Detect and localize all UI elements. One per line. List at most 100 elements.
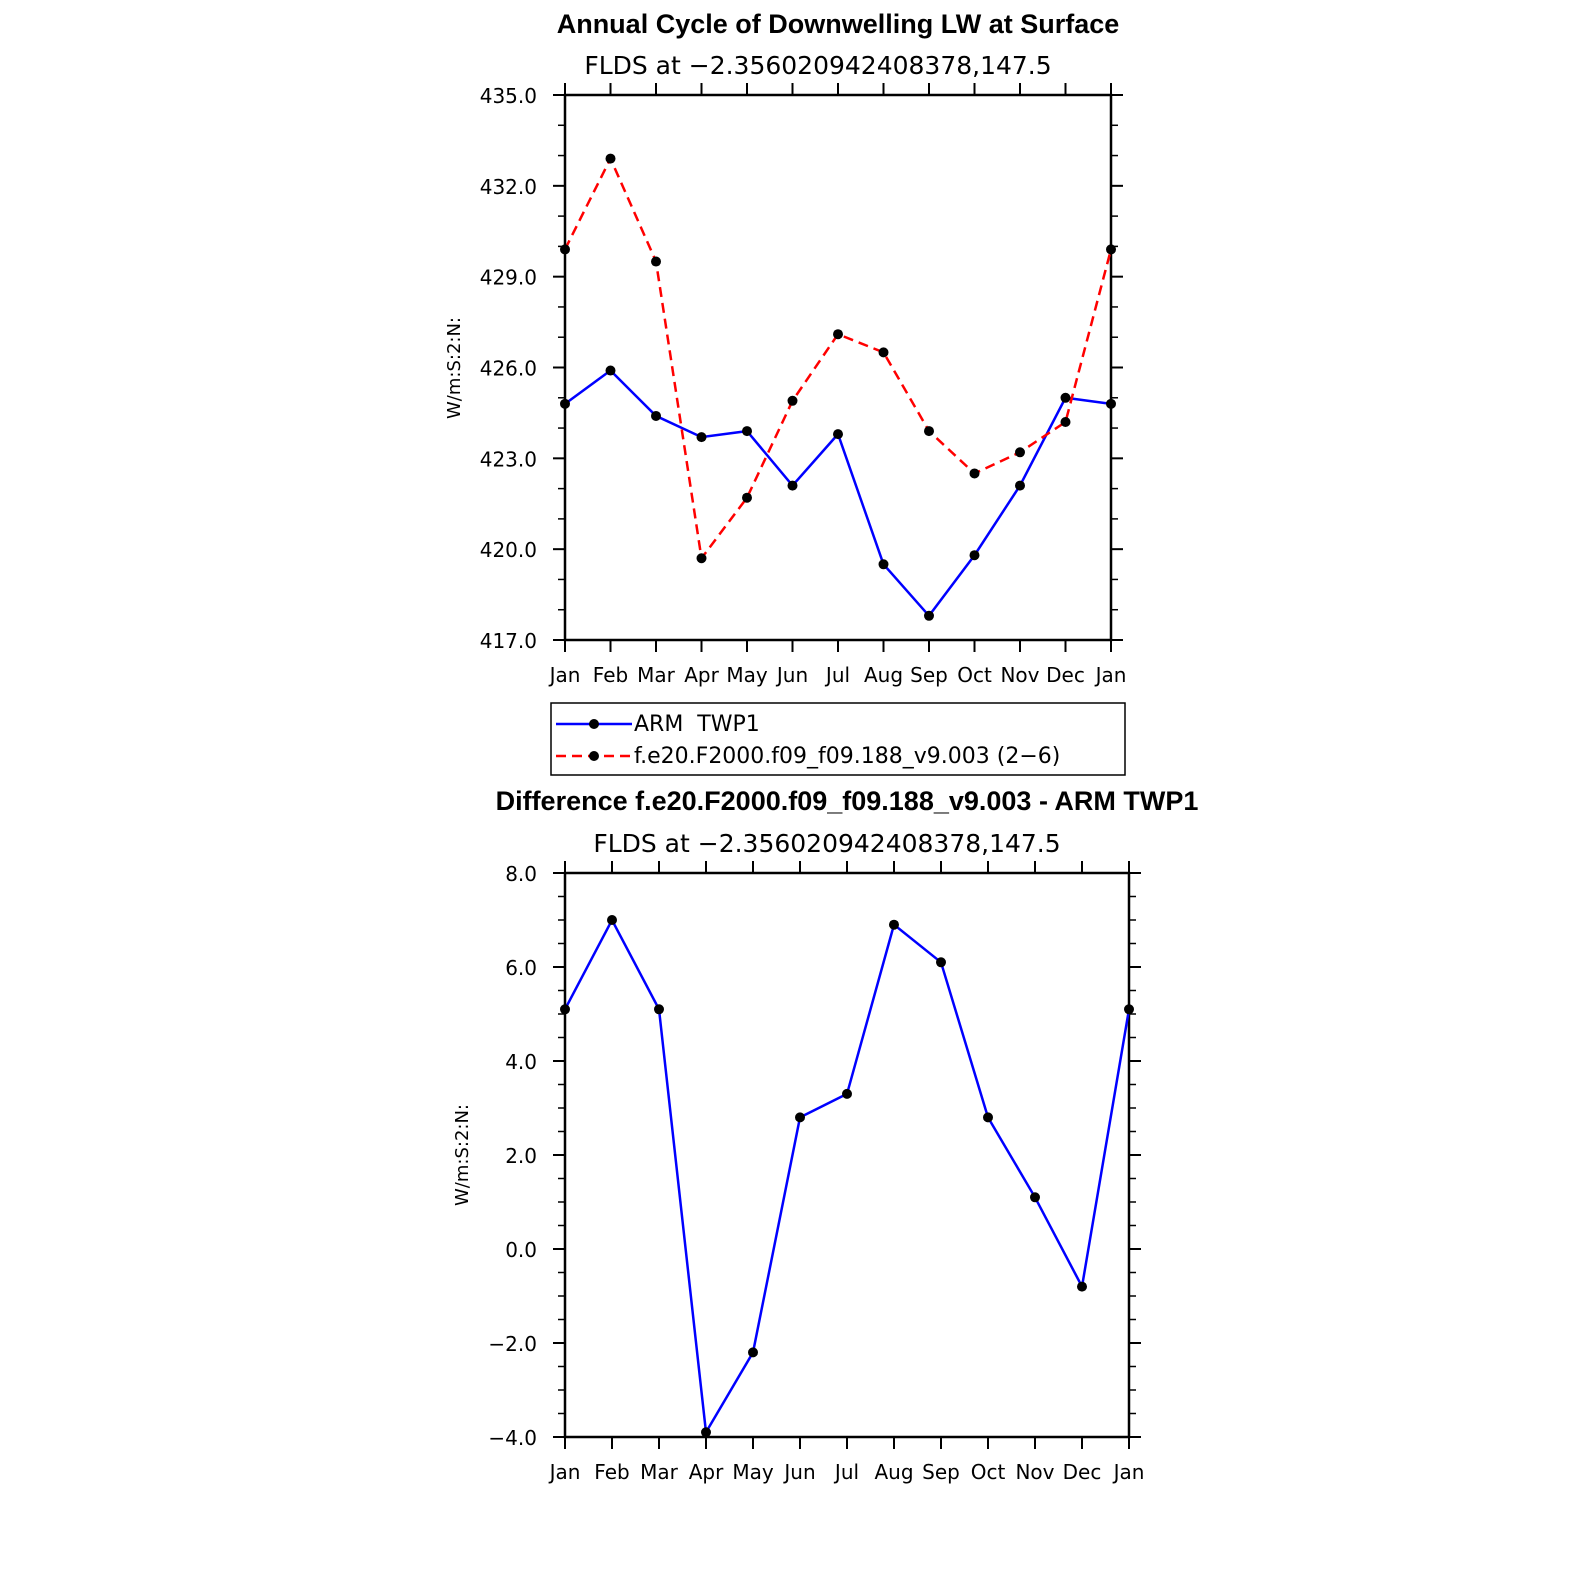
chart2-ytick-label: 2.0 bbox=[505, 1144, 537, 1168]
chart2-series bbox=[560, 915, 1134, 1438]
chart1-series-0-point bbox=[696, 432, 707, 443]
chart1-title: Annual Cycle of Downwelling LW at Surfac… bbox=[557, 9, 1120, 39]
chart2-xtick-label: Aug bbox=[874, 1460, 913, 1484]
chart2-xtick-label: Dec bbox=[1063, 1460, 1102, 1484]
chart1-series-0-point bbox=[787, 480, 798, 491]
chart1-xtick-label: Feb bbox=[593, 663, 628, 687]
chart1-xtick-label: Oct bbox=[957, 663, 992, 687]
chart1-series-0-point bbox=[742, 426, 752, 437]
chart2-series-0-point bbox=[936, 957, 946, 968]
chart1-xtick-label: Sep bbox=[910, 663, 948, 687]
chart-difference: Difference f.e20.F2000.f09_f09.188_v9.00… bbox=[452, 786, 1198, 1484]
chart1-series-0-point bbox=[605, 365, 616, 376]
chart2-xtick-label: May bbox=[732, 1460, 774, 1484]
chart1-xtick-label: Jan bbox=[1094, 663, 1127, 687]
chart1-series-1-point bbox=[1060, 417, 1071, 427]
chart2-ytick-label: 6.0 bbox=[505, 956, 537, 980]
chart1-series-1-point bbox=[742, 492, 752, 503]
chart1-ytick-label: 429.0 bbox=[480, 266, 537, 290]
chart2-xtick-label: Feb bbox=[594, 1460, 629, 1484]
chart2-ytick-label: 4.0 bbox=[505, 1050, 537, 1074]
chart2-series-0-point bbox=[1030, 1192, 1040, 1203]
chart1-series-0-point bbox=[560, 398, 570, 409]
chart1-series-1-point bbox=[833, 329, 843, 340]
chart1-ytick-label: 423.0 bbox=[480, 447, 537, 471]
chart1-series-0-point bbox=[1060, 392, 1071, 403]
chart1-xtick-label: Dec bbox=[1046, 663, 1085, 687]
chart1-axes: Jan Feb Mar Apr May Jun Jul Aug Sep Oct Nov Dec Jan 4… bbox=[480, 83, 1127, 687]
chart1-xtick-label: May bbox=[726, 663, 768, 687]
chart1-xtick-label: Jun bbox=[775, 663, 808, 687]
chart1-xtick-label: Nov bbox=[1000, 663, 1039, 687]
chart2-subtitle: FLDS at −2.356020942408378,147.5 bbox=[593, 829, 1060, 858]
chart1-series-1-point bbox=[787, 395, 798, 406]
chart2-ytick-label: −2.0 bbox=[488, 1332, 537, 1356]
chart1-xtick-label: Apr bbox=[684, 663, 719, 687]
legend-label-arm: ARM TWP1 bbox=[634, 712, 760, 737]
chart2-xtick-label: Mar bbox=[640, 1460, 679, 1484]
chart2-xtick-label: Jan bbox=[1112, 1460, 1145, 1484]
chart2-series-0-point bbox=[607, 915, 617, 925]
chart1-series bbox=[560, 153, 1116, 621]
chart1-xtick-label: Mar bbox=[637, 663, 676, 687]
chart1-xtick-label: Jul bbox=[824, 663, 850, 687]
legend-marker-model bbox=[589, 751, 599, 761]
chart2-series-0-point bbox=[1077, 1281, 1087, 1292]
chart1-series-1-point bbox=[560, 244, 570, 255]
chart2-xtick-label: Apr bbox=[689, 1460, 724, 1484]
chart1-xtick-label: Jan bbox=[548, 663, 581, 687]
chart2-series-line-0 bbox=[563, 917, 1131, 1437]
chart1-frame bbox=[563, 93, 1113, 642]
chart1-series-1-point bbox=[696, 553, 707, 564]
chart1-series-1-point bbox=[605, 153, 616, 164]
chart2-xtick-label: Jul bbox=[833, 1460, 859, 1484]
chart1-ytick-label: 435.0 bbox=[480, 84, 537, 108]
chart2-xtick-label: Nov bbox=[1015, 1460, 1054, 1484]
chart1-series-0-point bbox=[878, 559, 889, 570]
chart2-series-0-point bbox=[889, 919, 899, 930]
chart1-ytick-label: 432.0 bbox=[480, 175, 537, 199]
chart2-xtick-label: Jun bbox=[782, 1460, 815, 1484]
chart1-series-1-point bbox=[924, 426, 934, 437]
chart2-series-0-point bbox=[983, 1112, 993, 1123]
chart1-series-1-point bbox=[878, 347, 889, 358]
legend-box bbox=[550, 702, 1126, 776]
chart2-axes: Jan Feb Mar Apr May Jun Jul Aug Sep Oct Nov Dec Jan 8… bbox=[488, 861, 1144, 1484]
chart1-series-0-point bbox=[651, 410, 661, 421]
chart1-ytick-label: 426.0 bbox=[480, 357, 537, 381]
chart2-series-0-point bbox=[654, 1004, 664, 1015]
chart2-xtick-label: Oct bbox=[971, 1460, 1006, 1484]
chart2-series-0-point bbox=[1124, 1004, 1134, 1015]
chart1-series-0-point bbox=[833, 429, 843, 440]
chart1-series-1-point bbox=[1015, 447, 1025, 458]
chart1-subtitle: FLDS at −2.356020942408378,147.5 bbox=[584, 51, 1051, 80]
chart2-ytick-label: 0.0 bbox=[505, 1238, 537, 1262]
legend-marker-arm bbox=[589, 719, 599, 729]
chart1-series-0-point bbox=[1106, 398, 1116, 409]
chart2-series-0-point bbox=[748, 1347, 758, 1358]
chart2-ytick-label: 8.0 bbox=[505, 862, 537, 886]
chart2-series-0-point bbox=[701, 1427, 711, 1438]
chart1-series-1-point bbox=[969, 468, 980, 479]
chart2-series-0-point bbox=[842, 1088, 852, 1099]
chart2-xtick-label: Jan bbox=[548, 1460, 581, 1484]
chart1-series-1-point bbox=[651, 256, 661, 267]
chart1-series-0-point bbox=[1015, 480, 1025, 491]
chart1-xtick-label: Aug bbox=[864, 663, 903, 687]
chart1-ytick-label: 417.0 bbox=[480, 629, 537, 653]
chart2-ytick-label: −4.0 bbox=[488, 1426, 537, 1450]
chart2-frame bbox=[563, 871, 1131, 1439]
chart2-title: Difference f.e20.F2000.f09_f09.188_v9.00… bbox=[496, 786, 1199, 816]
chart2-series-0-point bbox=[560, 1004, 570, 1015]
chart1-legend: ARM TWP1 f.e20.F2000.f09_f09.188_v9.003 … bbox=[550, 702, 1126, 776]
chart1-ylabel: W/m:S:2:N: bbox=[444, 317, 465, 419]
chart1-ytick-label: 420.0 bbox=[480, 538, 537, 562]
chart2-xtick-label: Sep bbox=[922, 1460, 960, 1484]
chart2-series-0-point bbox=[795, 1112, 805, 1123]
chart1-series-0-point bbox=[969, 550, 980, 561]
legend-label-model: f.e20.F2000.f09_f09.188_v9.003 (2−6) bbox=[634, 744, 1060, 769]
chart1-series-1-point bbox=[1106, 244, 1116, 255]
chart1-series-line-1 bbox=[563, 155, 1113, 562]
chart1-series-line-0 bbox=[564, 368, 1112, 618]
